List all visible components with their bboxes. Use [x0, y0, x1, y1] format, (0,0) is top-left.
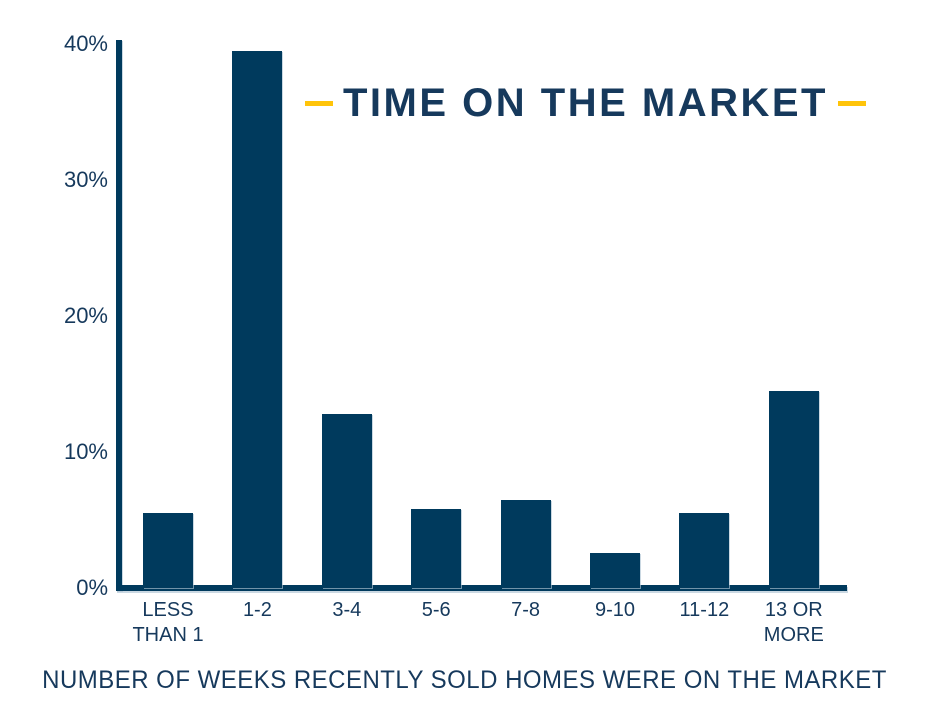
y-tick-label: 20%: [63, 303, 108, 328]
bar: [143, 513, 193, 588]
x-tick-label: 3-4: [332, 599, 362, 621]
chart-title: TIME ON THE MARKET: [343, 81, 828, 125]
bar: [411, 509, 462, 588]
x-axis-caption: NUMBER OF WEEKS RECENTLY SOLD HOMES WERE…: [42, 666, 887, 694]
x-tick-label: 5-6: [421, 599, 451, 621]
bar: [500, 499, 551, 588]
bar: [232, 50, 283, 588]
title-dash-right-icon: [837, 100, 866, 106]
chart-title-row: TIME ON THE MARKET: [305, 78, 866, 128]
y-tick-label: 30%: [63, 167, 108, 192]
y-tick-label: 0%: [76, 575, 108, 600]
y-tick-label: 40%: [63, 31, 108, 56]
bar: [321, 413, 372, 588]
x-axis-line: [116, 585, 847, 591]
bar: [768, 390, 819, 588]
y-tick-label: 10%: [63, 439, 108, 464]
x-tick-label: 9-10: [594, 599, 636, 621]
x-tick-label: 11-12: [679, 599, 730, 621]
x-tick-label: LESS THAN 1: [132, 599, 204, 646]
title-dash-left-icon: [305, 100, 333, 106]
y-axis-line: [116, 40, 122, 591]
x-tick-label: 7-8: [511, 599, 541, 621]
x-tick-label: 1-2: [242, 599, 272, 621]
bar: [679, 513, 730, 588]
bar: [590, 552, 640, 588]
x-tick-label: 13 OR MORE: [763, 599, 824, 646]
